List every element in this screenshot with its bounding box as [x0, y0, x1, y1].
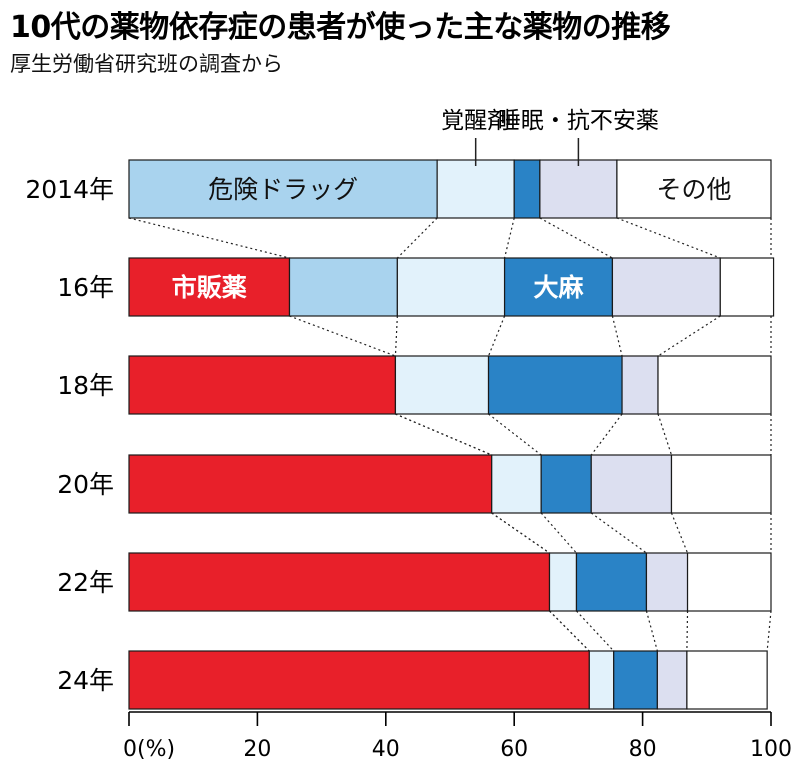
connector-line	[491, 512, 550, 554]
bar-segment	[686, 552, 772, 612]
x-tick-label: 60	[500, 737, 528, 762]
connector-line	[590, 413, 623, 456]
connector-line	[766, 610, 772, 652]
bar-segment	[616, 159, 772, 219]
connector-line	[686, 610, 689, 652]
bar-segment	[539, 159, 618, 219]
segment-label: 大麻	[533, 273, 584, 302]
x-tick-label: 0(%)	[123, 737, 175, 762]
connector-line	[611, 315, 623, 357]
year-label: 22年	[57, 568, 114, 597]
bar-segment	[575, 552, 648, 612]
bar-segment	[128, 454, 493, 514]
bar-segment	[128, 650, 590, 710]
connector-line	[503, 217, 515, 259]
connector-line	[396, 217, 438, 259]
connector-line	[549, 610, 590, 652]
chart-title: 10代の薬物依存症の患者が使った主な薬物の推移	[10, 10, 671, 45]
bar-segment	[436, 159, 515, 219]
connector-line	[487, 315, 506, 357]
bar-segment	[513, 159, 541, 219]
connector-line	[394, 315, 398, 357]
bar-segment	[645, 552, 689, 612]
x-tick-label: 100	[750, 737, 792, 762]
connector-line	[128, 217, 290, 259]
connector-line	[539, 217, 613, 259]
bar-segment	[288, 257, 398, 317]
bar-segment	[396, 257, 506, 317]
bar-segment	[621, 355, 659, 415]
year-label: 16年	[57, 273, 114, 302]
bar-segment	[611, 257, 721, 317]
year-label: 20年	[57, 470, 114, 499]
chart-subtitle: 厚生労働省研究班の調査から	[10, 52, 283, 76]
bar-segment	[686, 650, 768, 710]
connector-line	[657, 413, 673, 456]
year-label: 24年	[57, 666, 114, 695]
bar-segment	[128, 552, 551, 612]
connector-line	[645, 610, 658, 652]
connector-line	[549, 610, 590, 652]
bar-segment	[128, 159, 438, 219]
x-tick-label: 80	[629, 737, 657, 762]
bar-segment	[590, 454, 673, 514]
callout-label: 睡眠・抗不安薬	[498, 108, 659, 134]
bar-segment	[657, 355, 772, 415]
bar-segment	[487, 355, 623, 415]
callout-label: 覚醒剤	[441, 108, 510, 134]
connector-line	[395, 413, 492, 456]
segment-label: 市販薬	[172, 273, 247, 302]
x-tick-label: 40	[372, 737, 400, 762]
connector-line	[590, 512, 647, 554]
x-tick-label: 20	[243, 737, 271, 762]
bar-segment	[719, 257, 775, 317]
bar-segment	[128, 257, 291, 317]
bar-segment	[540, 454, 592, 514]
bar-segment	[128, 355, 397, 415]
connector-line	[616, 217, 721, 259]
bar-segment	[503, 257, 614, 317]
connector-line	[576, 610, 615, 652]
bar-segment	[548, 552, 578, 612]
segment-label: 危険ドラッグ	[208, 175, 358, 204]
bar-segment	[670, 454, 772, 514]
bar-segment	[656, 650, 688, 710]
year-label: 18年	[57, 371, 114, 400]
segment-label: その他	[656, 175, 731, 204]
bar-segment	[394, 355, 490, 415]
bar-segment	[491, 454, 542, 514]
connector-line	[488, 413, 542, 456]
year-label: 2014年	[25, 175, 114, 204]
connector-line	[289, 315, 396, 357]
bar-segment	[588, 650, 615, 710]
connector-line	[657, 315, 721, 357]
connector-line	[670, 512, 689, 554]
connector-line	[540, 512, 577, 554]
bar-segment	[613, 650, 658, 710]
